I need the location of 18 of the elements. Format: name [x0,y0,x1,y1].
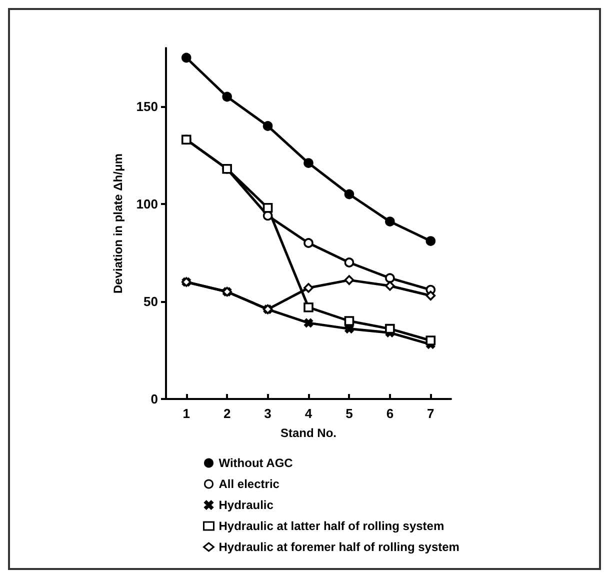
x-tick-label: 4 [304,406,313,421]
x-tick-label: 7 [427,406,434,421]
x-tick-label: 6 [386,406,394,421]
y-tick-label: 0 [150,392,158,406]
legend-label: Hydraulic [218,498,274,512]
legend-label: Without AGC [218,456,294,470]
x-axis-title: Stand No. [280,426,336,440]
legend-label: All electric [218,477,280,491]
y-tick-label: 100 [136,196,158,212]
x-tick-label: 1 [182,406,190,421]
x-tick-label: 3 [264,406,272,421]
y-axis-title: Deviation in plate Δh/μm [111,154,125,294]
y-tick-label: 50 [144,294,158,309]
legend-label: Hydraulic at latter half of rolling system [218,519,444,533]
x-tick-label: 5 [346,406,353,421]
y-tick-label: 150 [136,99,158,114]
x-tick-label: 2 [223,406,231,421]
legend-label: Hydraulic at foremer half of rolling system [218,540,460,554]
